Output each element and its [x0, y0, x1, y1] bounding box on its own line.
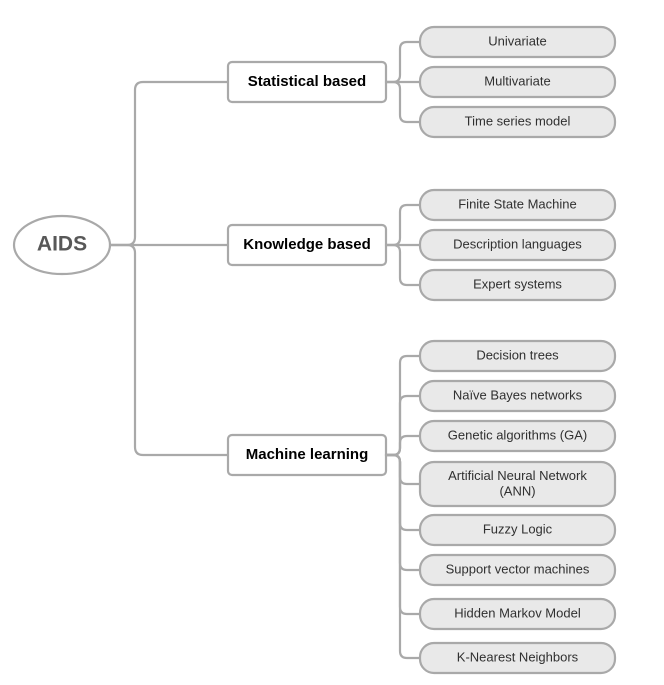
- connector-category-to-leaf: [386, 455, 420, 658]
- diagram-container: AIDS Statistical based Univariate Multivari…: [0, 0, 664, 685]
- connector-category-to-leaf: [386, 436, 420, 455]
- tree-diagram: AIDS Statistical based Univariate Multivari…: [0, 0, 664, 685]
- connector-category-to-leaf: [386, 455, 420, 614]
- root-label: AIDS: [37, 233, 87, 256]
- leaf-label: Univariate: [488, 33, 547, 48]
- connector-category-to-leaf: [386, 356, 420, 455]
- connector-category-to-leaf: [386, 455, 420, 484]
- connector-category-to-leaf: [386, 82, 420, 122]
- leaf-label: Finite State Machine: [458, 196, 577, 211]
- connector-category-to-leaf: [386, 455, 420, 530]
- leaf-label: Decision trees: [476, 347, 559, 362]
- leaf-label: Time series model: [465, 113, 571, 128]
- connector-category-to-leaf: [386, 245, 420, 285]
- leaf-label: Naïve Bayes networks: [453, 387, 583, 402]
- leaf-label: K-Nearest Neighbors: [457, 649, 579, 664]
- leaf-label: Description languages: [453, 236, 582, 251]
- leaf-label: Multivariate: [484, 73, 550, 88]
- category-label: Knowledge based: [243, 236, 371, 253]
- connector-category-to-leaf: [386, 205, 420, 245]
- connector-root-to-category: [110, 82, 228, 245]
- connector-category-to-leaf: [386, 396, 420, 455]
- connector-category-to-leaf: [386, 455, 420, 570]
- leaf-label: Fuzzy Logic: [483, 521, 553, 536]
- leaf-label: Genetic algorithms (GA): [448, 427, 587, 442]
- category-label: Statistical based: [248, 73, 366, 90]
- leaf-label: Hidden Markov Model: [454, 605, 581, 620]
- leaf-label: Support vector machines: [446, 561, 590, 576]
- connector-category-to-leaf: [386, 42, 420, 82]
- leaf-label: Expert systems: [473, 276, 562, 291]
- connector-root-to-category: [110, 245, 228, 455]
- category-label: Machine learning: [246, 446, 369, 463]
